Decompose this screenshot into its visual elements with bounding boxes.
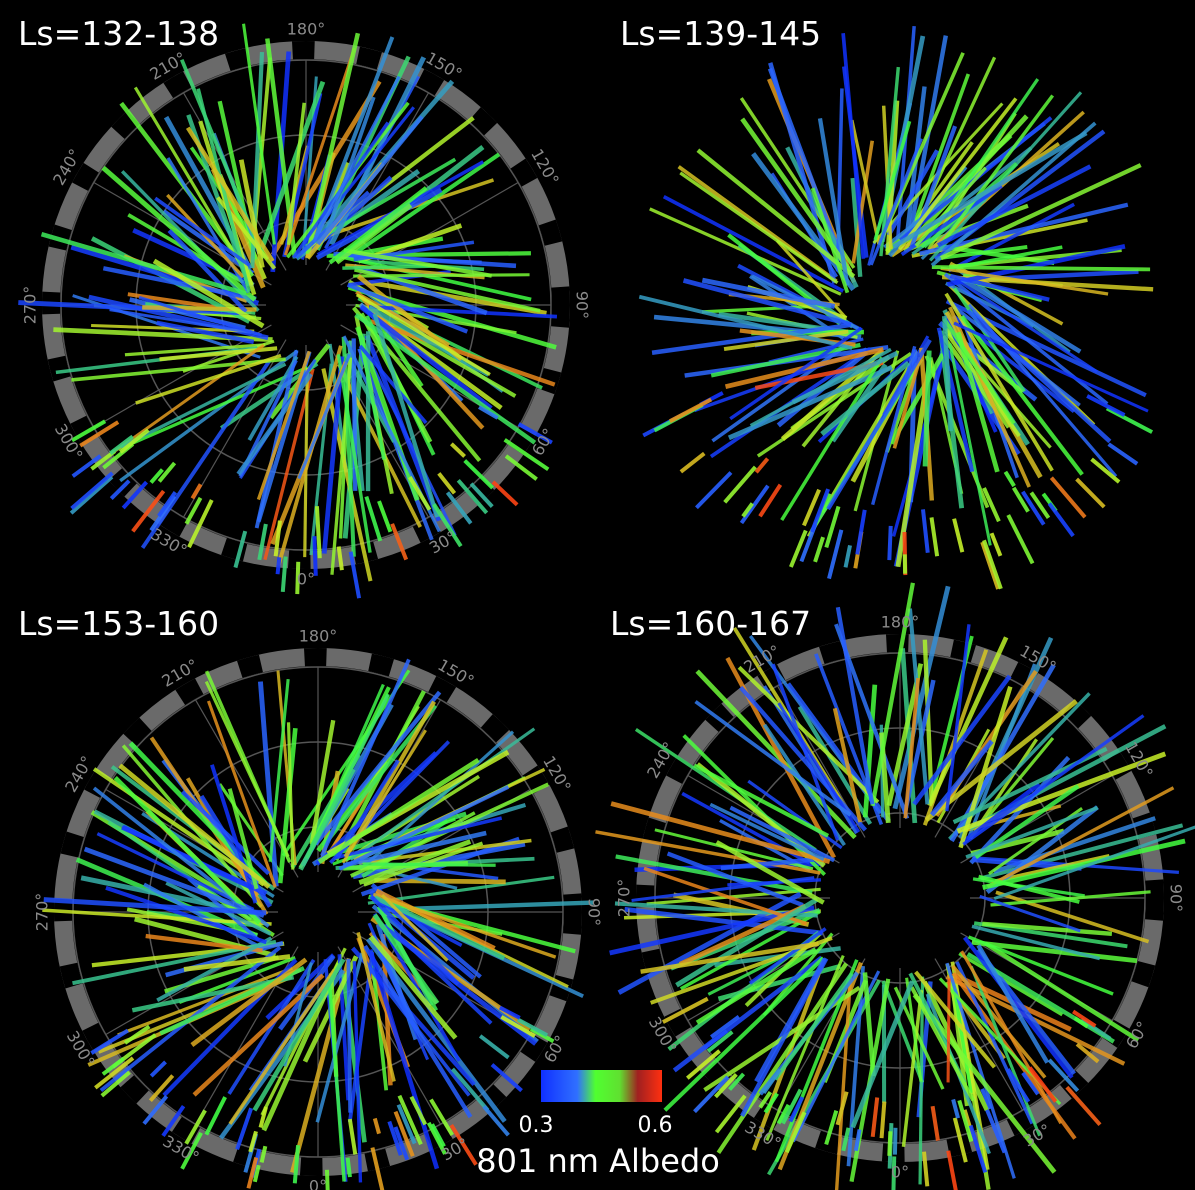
angle-label: 0° <box>891 1163 909 1182</box>
panel-title: Ls=153-160 <box>18 604 219 643</box>
angle-label: 180° <box>287 20 326 39</box>
albedo-streak <box>895 1128 896 1155</box>
albedo-streak <box>889 1131 890 1156</box>
albedo-streak <box>353 275 529 276</box>
angle-label: 270° <box>33 893 52 932</box>
colorbar-max: 0.6 <box>638 1113 673 1138</box>
polar-gap <box>278 872 358 952</box>
colorbar-title: 801 nm Albedo <box>476 1142 720 1180</box>
panel-title: Ls=160-167 <box>610 604 811 643</box>
angle-label: 90° <box>585 898 604 926</box>
angle-label: 270° <box>21 286 40 325</box>
albedo-streak <box>348 1158 350 1177</box>
angle-label: 90° <box>1167 884 1186 912</box>
polar-gap <box>830 828 970 968</box>
polar-gap <box>860 260 940 340</box>
albedo-streak <box>283 557 286 592</box>
angle-label: 0° <box>309 1177 327 1190</box>
figure: 0°30°60°90°120°150°180°210°240°270°300°3… <box>0 0 1195 1190</box>
angle-label: 270° <box>615 879 634 918</box>
albedo-streak <box>363 864 496 865</box>
albedo-streak <box>317 506 320 558</box>
albedo-streak <box>348 959 350 1113</box>
albedo-streak <box>889 526 890 560</box>
polar-gap <box>266 265 346 345</box>
albedo-streak <box>342 266 434 268</box>
albedo-streak <box>948 979 949 1083</box>
angle-label: 90° <box>573 291 592 319</box>
panel-title: Ls=139-145 <box>620 14 821 53</box>
colorbar-min: 0.3 <box>519 1113 554 1138</box>
angle-label: 180° <box>881 613 920 632</box>
colorbar <box>541 1070 662 1102</box>
albedo-streak <box>278 557 280 574</box>
panel-title: Ls=132-138 <box>18 14 219 53</box>
angle-label: 0° <box>297 570 315 589</box>
albedo-streak <box>882 1102 885 1139</box>
angle-label: 180° <box>299 627 338 646</box>
albedo-streak <box>932 267 1150 269</box>
albedo-streak <box>327 1170 328 1190</box>
